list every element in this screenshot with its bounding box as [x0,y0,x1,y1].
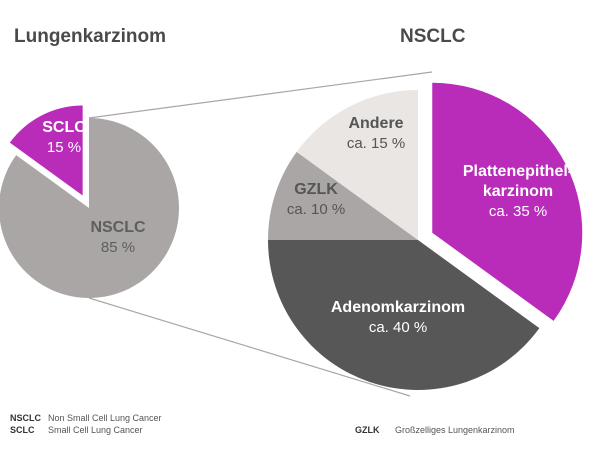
legend-text: Non Small Cell Lung Cancer [48,413,162,423]
pie-slice-nsclc [0,118,179,298]
legend-right: GZLK Großzelliges Lungenkarzinom [355,424,515,436]
pie-slice-plattenepithelkarzinom [432,82,583,321]
slice-label: Andere ca. 15 % [347,115,405,152]
slice-label: NSCLC 85 % [90,219,146,256]
slice-value-label: 15 % [47,139,81,156]
legend-text: Großzelliges Lungenkarzinom [395,425,515,435]
legend-abbr: NSCLC [10,413,41,423]
legend-abbr: GZLK [355,425,380,435]
pie-slice-gzlk [268,151,418,240]
slice-value-label: 85 % [101,239,135,256]
slice-value-label: ca. 15 % [347,135,405,152]
chart-title-nsclc: NSCLC [400,26,466,47]
pie-slice-adenomkarzinom [268,240,540,390]
slice-value-label: ca. 10 % [287,201,345,218]
slice-label: SCLC 15 % [42,119,86,156]
pie-slice-andere [296,90,418,240]
slice-label: Plattenepithel-karzinom ca. 35 % [463,163,573,220]
legend-text: Small Cell Lung Cancer [48,425,143,435]
legend-item: SCLC Small Cell Lung Cancer [10,424,162,436]
legend-abbr: SCLC [10,425,35,435]
connector-line-top [88,71,433,119]
slice-label: GZLK ca. 10 % [287,181,345,218]
legend-left: NSCLC Non Small Cell Lung Cancer SCLC Smal… [10,412,162,436]
legend-item: NSCLC Non Small Cell Lung Cancer [10,412,162,424]
slice-value-label: ca. 35 % [489,203,547,220]
slice-label: Adenomkarzinom ca. 40 % [331,299,465,336]
pie-slice-sclc [9,105,83,196]
legend-item: GZLK Großzelliges Lungenkarzinom [355,424,515,436]
chart-title-lungenkarzinom: Lungenkarzinom [14,26,167,47]
slice-value-label: ca. 40 % [369,319,427,336]
connector-line-bottom [88,297,411,397]
